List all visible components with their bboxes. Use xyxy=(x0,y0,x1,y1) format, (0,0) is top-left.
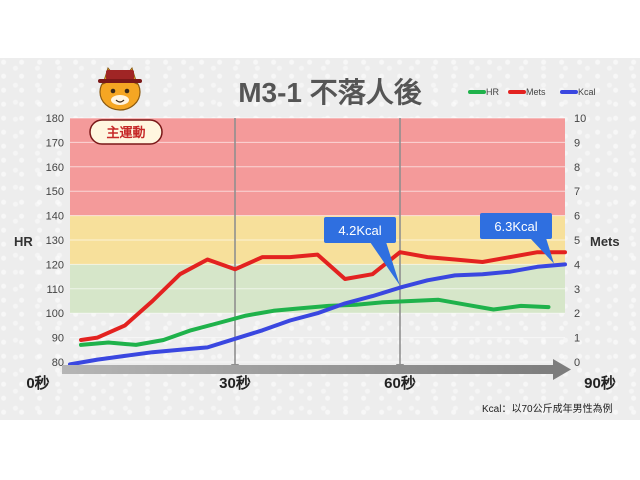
time-label: 0秒 xyxy=(26,374,49,392)
y-left-tick-label: 120 xyxy=(46,259,64,271)
y-left-tick-label: 160 xyxy=(46,162,64,174)
series-line-mets xyxy=(79,250,567,342)
callout-0: 4.2Kcal xyxy=(324,217,400,286)
y-left-tick-label: 90 xyxy=(52,333,64,345)
y-right-tick-label: 1 xyxy=(574,333,580,345)
y-left-tick-label: 140 xyxy=(46,211,64,223)
y-right-tick-label: 4 xyxy=(574,259,580,271)
time-label: 90秒 xyxy=(584,374,616,392)
badge-label: 主運動 xyxy=(106,125,145,140)
y-right-tick-label: 2 xyxy=(574,308,580,320)
legend-label: Kcal xyxy=(578,87,596,97)
legend-item-kcal: Kcal xyxy=(560,87,596,97)
callout-1: 6.3Kcal xyxy=(480,213,554,264)
series-line-hr xyxy=(79,297,551,347)
y-right-tick-label: 9 xyxy=(574,137,580,149)
legend-label: Mets xyxy=(526,87,546,97)
callout-pointer xyxy=(530,238,554,264)
footnote: Kcal：以70公斤成年男性為例 xyxy=(482,402,613,415)
y-right-tick-label: 10 xyxy=(574,113,586,125)
slide-background: 80 90 100 110 120 130 140 150 160 170 180 0 1 2 3 4 5 6 7… xyxy=(0,58,640,420)
callout-label: 4.2Kcal xyxy=(338,223,381,238)
y-axis-right-label: Mets xyxy=(590,234,620,249)
y-left-tick-label: 130 xyxy=(46,235,64,247)
y-left-tick-label: 100 xyxy=(46,308,64,320)
y-right-tick-label: 7 xyxy=(574,186,580,198)
time-axis-arrowhead xyxy=(553,359,571,380)
y-left-tick-label: 80 xyxy=(52,357,64,369)
y-right-tick-label: 6 xyxy=(574,211,580,223)
y-right-tick-label: 5 xyxy=(574,235,580,247)
legend-item-mets: Mets xyxy=(508,87,546,97)
y-right-tick-label: 3 xyxy=(574,284,580,296)
time-axis-bar xyxy=(62,365,553,374)
y-left-tick-label: 180 xyxy=(46,113,64,125)
y-right-tick-label: 8 xyxy=(574,162,580,174)
time-label: 60秒 xyxy=(384,374,416,392)
legend-label: HR xyxy=(486,87,499,97)
mascot-cat-icon xyxy=(98,66,142,111)
callout-box xyxy=(324,217,396,243)
callout-pointer xyxy=(370,242,400,286)
y-left-tick-label: 110 xyxy=(46,284,64,296)
y-right-tick-label: 0 xyxy=(574,357,580,369)
time-label: 30秒 xyxy=(219,374,251,392)
y-left-tick-label: 150 xyxy=(46,186,64,198)
legend-item-hr: HR xyxy=(468,87,499,97)
y-left-tick-label: 170 xyxy=(46,137,64,149)
series-line-kcal xyxy=(68,262,567,367)
line-chart: 80 90 100 110 120 130 140 150 160 170 180 0 1 2 3 4 5 6 7… xyxy=(14,66,620,415)
y-axis-left-label: HR xyxy=(14,234,33,249)
callout-box xyxy=(480,213,552,239)
chart-title: M3-1 不落人後 xyxy=(238,77,423,108)
callout-label: 6.3Kcal xyxy=(494,219,537,234)
badge-main-exercise: 主運動 xyxy=(89,119,163,145)
